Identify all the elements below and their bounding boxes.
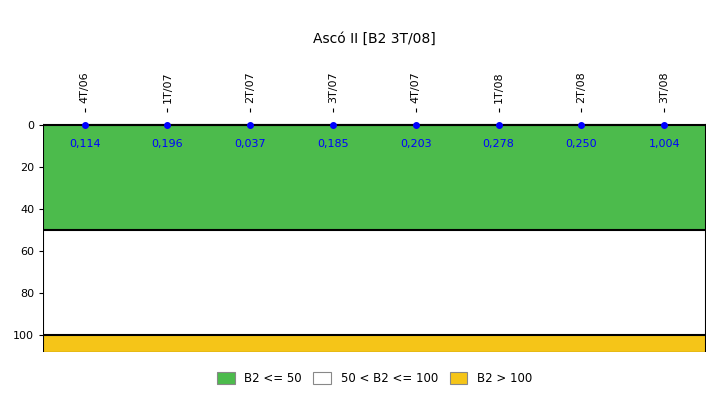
Title: Ascó II [B2 3T/08]: Ascó II [B2 3T/08]: [313, 32, 436, 46]
Bar: [43, 335, 706, 352]
Text: 0,037: 0,037: [235, 139, 266, 149]
Text: 0,250: 0,250: [566, 139, 597, 149]
Bar: [43, 230, 706, 335]
Text: 0,203: 0,203: [400, 139, 431, 149]
Text: 0,185: 0,185: [318, 139, 348, 149]
Text: 0,278: 0,278: [482, 139, 515, 149]
Text: 0,114: 0,114: [69, 139, 100, 149]
Text: 0,196: 0,196: [152, 139, 183, 149]
Bar: [43, 125, 706, 230]
Text: 1,004: 1,004: [649, 139, 680, 149]
Legend: B2 <= 50, 50 < B2 <= 100, B2 > 100: B2 <= 50, 50 < B2 <= 100, B2 > 100: [212, 367, 536, 389]
